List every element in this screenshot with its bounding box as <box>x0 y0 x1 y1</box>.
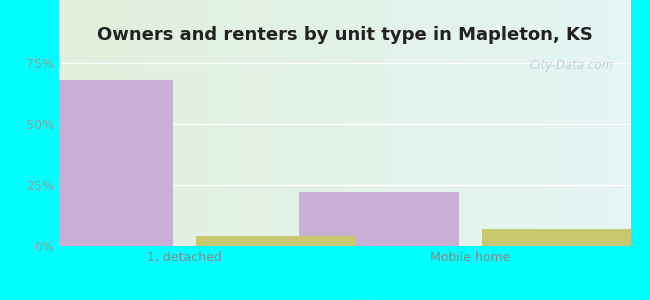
Text: City-Data.com: City-Data.com <box>529 59 614 72</box>
Bar <box>13 80 173 246</box>
Title: Owners and renters by unit type in Mapleton, KS: Owners and renters by unit type in Maple… <box>97 26 592 44</box>
Bar <box>482 229 642 246</box>
Bar <box>196 236 356 246</box>
Legend: Owner occupied units, Renter occupied units: Owner occupied units, Renter occupied un… <box>168 295 521 300</box>
Bar <box>299 192 459 246</box>
